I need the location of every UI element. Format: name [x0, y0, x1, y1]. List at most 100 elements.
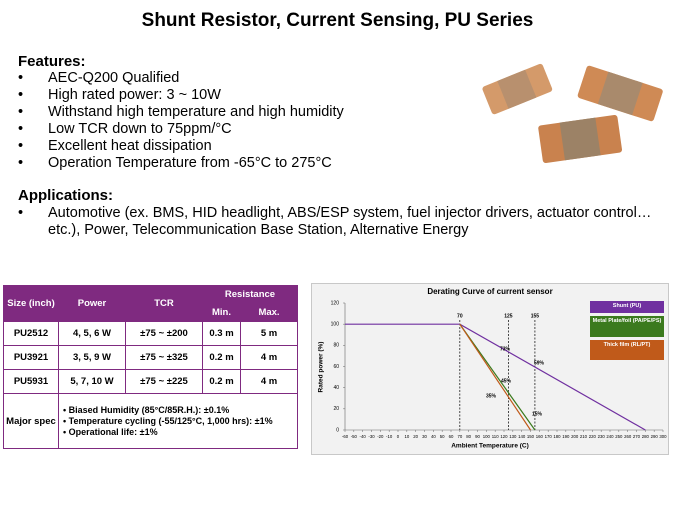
annotation: 15%	[532, 411, 543, 417]
annotation: 45%	[501, 378, 512, 384]
x-tick-label: 300	[659, 434, 667, 439]
annotation: 59%	[534, 360, 545, 366]
x-tick-label: -40	[360, 434, 367, 439]
x-tick-label: -60	[342, 434, 349, 439]
table-cell: 3, 5, 9 W	[58, 345, 126, 370]
series-line	[459, 323, 531, 431]
spec-text: Biased Humidity (85°C/85R.H.): ±0.1%	[68, 404, 230, 415]
x-tick-label: 110	[492, 434, 499, 439]
features-list: AEC-Q200 QualifiedHigh rated power: 3 ~ …	[18, 70, 478, 172]
applications-list: Automotive (ex. BMS, HID headlight, ABS/…	[18, 205, 658, 239]
x-tick-label: 40	[431, 434, 436, 439]
feature-item: AEC-Q200 Qualified	[18, 70, 478, 87]
y-tick-label: 60	[333, 364, 339, 370]
x-tick-label: 170	[545, 434, 553, 439]
y-tick-label: 0	[336, 427, 339, 433]
x-tick-label: 180	[553, 434, 561, 439]
x-tick-label: 100	[483, 434, 491, 439]
x-tick-label: 150	[527, 434, 535, 439]
x-tick-label: 240	[606, 434, 614, 439]
x-tick-label: 80	[466, 434, 471, 439]
feature-item: High rated power: 3 ~ 10W	[18, 87, 478, 104]
application-item: Automotive (ex. BMS, HID headlight, ABS/…	[18, 205, 658, 239]
spec-text: Operational life: ±1%	[68, 426, 158, 437]
header-cell: Size (inch)	[3, 285, 59, 322]
x-tick-label: 60	[449, 434, 454, 439]
x-tick-label: 210	[580, 434, 588, 439]
applications-heading: Applications:	[18, 187, 114, 204]
y-tick-label: 20	[333, 406, 339, 412]
header-cell: TCR	[125, 285, 203, 322]
feature-item: Low TCR down to 75ppm/°C	[18, 121, 478, 138]
spec-table: Size (inch) Power TCR Resistance Min. Ma…	[3, 285, 298, 449]
feature-item: Excellent heat dissipation	[18, 138, 478, 155]
y-axis-label: Rated power (%)	[318, 342, 325, 393]
x-tick-label: 260	[624, 434, 632, 439]
x-tick-label: 270	[633, 434, 641, 439]
x-tick-label: -50	[351, 434, 358, 439]
x-tick-label: 140	[518, 434, 526, 439]
y-tick-label: 80	[333, 343, 339, 349]
x-axis-label: Ambient Temperature (C)	[451, 443, 529, 450]
feature-item: Operation Temperature from -65°C to 275°…	[18, 155, 478, 172]
table-cell: PU2512	[3, 321, 59, 346]
x-tick-label: 290	[651, 434, 659, 439]
marker-label: 125	[504, 313, 513, 319]
table-cell: ±75 ~ ±225	[125, 369, 203, 394]
chart-panel: Derating Curve of current sensor Ambient…	[311, 283, 669, 455]
x-tick-label: 200	[571, 434, 579, 439]
spec-text: Temperature cycling (-55/125°C, 1,000 hr…	[68, 415, 273, 426]
x-tick-label: 10	[404, 434, 409, 439]
y-tick-label: 100	[331, 321, 340, 327]
header-cell: Power	[58, 285, 126, 322]
x-tick-label: 90	[475, 434, 480, 439]
table-cell: PU5931	[3, 369, 59, 394]
spec-item: • Operational life: ±1%	[63, 426, 158, 437]
x-tick-label: -30	[368, 434, 375, 439]
legend-entry: Shunt (PU)	[590, 301, 664, 313]
table-cell: ±75 ~ ±200	[125, 321, 203, 346]
title: Shunt Resistor, Current Sensing, PU Seri…	[141, 10, 534, 31]
x-tick-label: 280	[642, 434, 650, 439]
x-tick-label: 70	[457, 434, 462, 439]
annotation: 73%	[500, 346, 511, 352]
product-image	[482, 63, 663, 163]
table-cell: 4 m	[240, 369, 298, 394]
feature-item: Withstand high temperature and high humi…	[18, 104, 478, 121]
series-line	[345, 323, 646, 431]
y-tick-label: 40	[333, 385, 339, 391]
table-cell: ±75 ~ ±325	[125, 345, 203, 370]
x-tick-label: 250	[615, 434, 623, 439]
x-tick-label: -20	[377, 434, 384, 439]
spec-label: Major spec	[3, 393, 59, 449]
legend-entry: Metal Plate/foil (PA/PE/PS)	[590, 316, 664, 337]
x-tick-label: 20	[413, 434, 418, 439]
features-heading: Features:	[18, 53, 86, 70]
x-tick-label: 230	[598, 434, 606, 439]
legend-entry: Thick film (RL/PT)	[590, 340, 664, 360]
x-tick-label: -10	[386, 434, 393, 439]
annotation: 35%	[486, 393, 497, 399]
chart-title: Derating Curve of current sensor	[427, 287, 552, 296]
x-tick-label: 220	[589, 434, 597, 439]
table-cell: 5, 7, 10 W	[58, 369, 126, 394]
x-tick-label: 0	[397, 434, 400, 439]
spec-item: • Temperature cycling (-55/125°C, 1,000 …	[63, 415, 273, 426]
header-cell: Min.	[202, 303, 241, 322]
table-cell: 4 m	[240, 345, 298, 370]
x-tick-label: 30	[422, 434, 427, 439]
table-cell: 5 m	[240, 321, 298, 346]
series-line	[459, 323, 536, 431]
x-tick-label: 50	[440, 434, 445, 439]
y-tick-label: 120	[331, 300, 340, 306]
chart: Derating Curve of current sensor Ambient…	[311, 283, 669, 455]
marker-label: 155	[531, 313, 540, 319]
header-cell: Max.	[240, 303, 298, 322]
x-tick-label: 190	[562, 434, 570, 439]
header-cell: Resistance	[202, 285, 298, 304]
table-cell: 4, 5, 6 W	[58, 321, 126, 346]
